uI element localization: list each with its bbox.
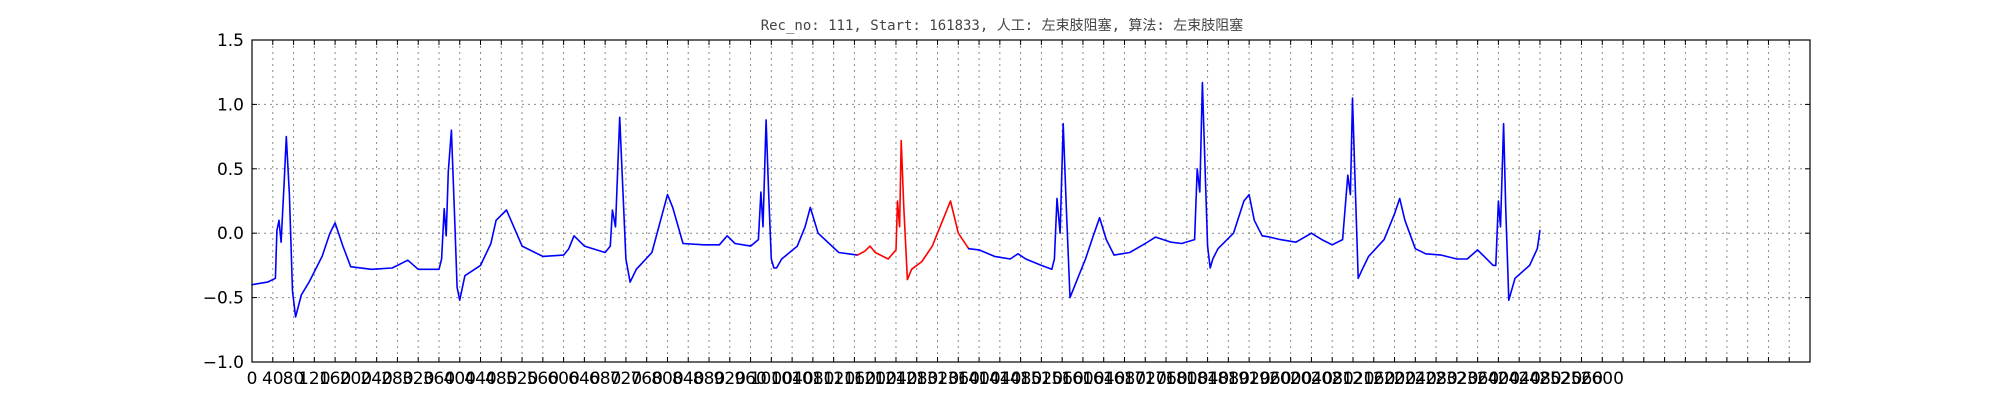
y-axis: −1.0 −0.5 0.0 0.5 1.0 1.5 <box>203 31 1810 373</box>
x-tick-label: 880 <box>693 369 725 389</box>
x-tick-label: 560 <box>527 369 559 389</box>
x-axis: 0 40 8012016020024028032036040044048052056… <box>247 40 1811 389</box>
y-tick-label: −0.5 <box>203 289 244 309</box>
x-tick-label: 1640 <box>1082 369 1125 389</box>
x-tick-label: 280 <box>381 369 413 389</box>
x-tick-label: 800 <box>651 369 683 389</box>
x-tick-label: 2240 <box>1394 369 1437 389</box>
x-tick-label: 600 <box>547 369 579 389</box>
x-tick-label: 1920 <box>1227 369 1270 389</box>
x-tick-label: 240 <box>360 369 392 389</box>
chart-title: Rec_no: 111, Start: 161833, 人工: 左束肢阻塞, 算… <box>761 17 1244 34</box>
x-tick-label: 1400 <box>957 369 1000 389</box>
x-tick-label: 400 <box>444 369 476 389</box>
x-tick-label: 520 <box>506 369 538 389</box>
x-tick-label: 1960 <box>1248 369 1291 389</box>
x-tick-label: 1280 <box>895 369 938 389</box>
x-tick-label: 1240 <box>874 369 917 389</box>
x-tick-label: 1200 <box>854 369 897 389</box>
x-tick-label: 1600 <box>1061 369 1104 389</box>
x-tick-label: 1680 <box>1103 369 1146 389</box>
x-tick-label: 1080 <box>791 369 834 389</box>
x-tick-label: 1760 <box>1144 369 1187 389</box>
ecg-series-line-1 <box>251 116 859 318</box>
ecg-series-line-3 <box>967 81 1541 302</box>
x-tick-label: 2480 <box>1518 369 1561 389</box>
x-tick-label: 1880 <box>1207 369 1250 389</box>
x-tick-label: 1560 <box>1041 369 1084 389</box>
ecg-series-line-2 <box>856 139 970 281</box>
x-tick-label: 2320 <box>1435 369 1478 389</box>
x-tick-label: 440 <box>464 369 496 389</box>
x-tick-label: 2280 <box>1414 369 1457 389</box>
x-tick-label: 1440 <box>978 369 1021 389</box>
x-tick-label: 1320 <box>916 369 959 389</box>
y-tick-label: −1.0 <box>203 353 244 373</box>
x-tick-label: 2200 <box>1373 369 1416 389</box>
x-tick-label: 920 <box>714 369 746 389</box>
x-tick-label: 2120 <box>1331 369 1374 389</box>
ecg-series <box>251 81 1541 318</box>
x-tick-label: 2160 <box>1352 369 1395 389</box>
x-tick-label: 480 <box>485 369 517 389</box>
x-tick-label: 2360 <box>1456 369 1499 389</box>
x-tick-label: 160 <box>319 369 351 389</box>
x-tick-label: 1160 <box>833 369 876 389</box>
x-tick-label: 760 <box>630 369 662 389</box>
x-tick-label: 360 <box>423 369 455 389</box>
x-tick-label: 1840 <box>1186 369 1229 389</box>
x-tick-label: 1800 <box>1165 369 1208 389</box>
x-tick-label: 1000 <box>750 369 793 389</box>
x-tick-label: 1720 <box>1124 369 1167 389</box>
x-tick-label: 1040 <box>770 369 813 389</box>
x-tick-label: 200 <box>340 369 372 389</box>
x-tick-label: 2440 <box>1498 369 1541 389</box>
plot-area-frame <box>251 39 1811 363</box>
x-tick-label: 2600 <box>1581 369 1624 389</box>
x-tick-label: 840 <box>672 369 704 389</box>
x-tick-label: 120 <box>298 369 330 389</box>
x-tick-label: 2040 <box>1290 369 1333 389</box>
x-tick-label: 1480 <box>999 369 1042 389</box>
x-tick-label: 0 <box>247 369 258 389</box>
x-tick-label: 2080 <box>1311 369 1354 389</box>
x-tick-label: 2400 <box>1477 369 1520 389</box>
grid <box>251 39 1811 363</box>
x-tick-label: 960 <box>734 369 766 389</box>
x-tick-label: 640 <box>568 369 600 389</box>
y-tick-label: 0.0 <box>217 224 244 244</box>
y-tick-label: 1.5 <box>217 31 244 51</box>
y-tick-label: 0.5 <box>217 160 244 180</box>
x-tick-label: 2000 <box>1269 369 1312 389</box>
x-tick-label: 40 <box>262 369 284 389</box>
x-tick-label: 80 <box>283 369 305 389</box>
y-tick-label: 1.0 <box>217 95 244 115</box>
x-tick-label: 680 <box>589 369 621 389</box>
x-tick-label: 720 <box>610 369 642 389</box>
x-tick-label: 1360 <box>937 369 980 389</box>
x-tick-label: 320 <box>402 369 434 389</box>
x-tick-label: 2520 <box>1539 369 1582 389</box>
x-tick-label: 2560 <box>1560 369 1603 389</box>
x-tick-label: 1520 <box>1020 369 1063 389</box>
x-tick-label: 1120 <box>812 369 855 389</box>
